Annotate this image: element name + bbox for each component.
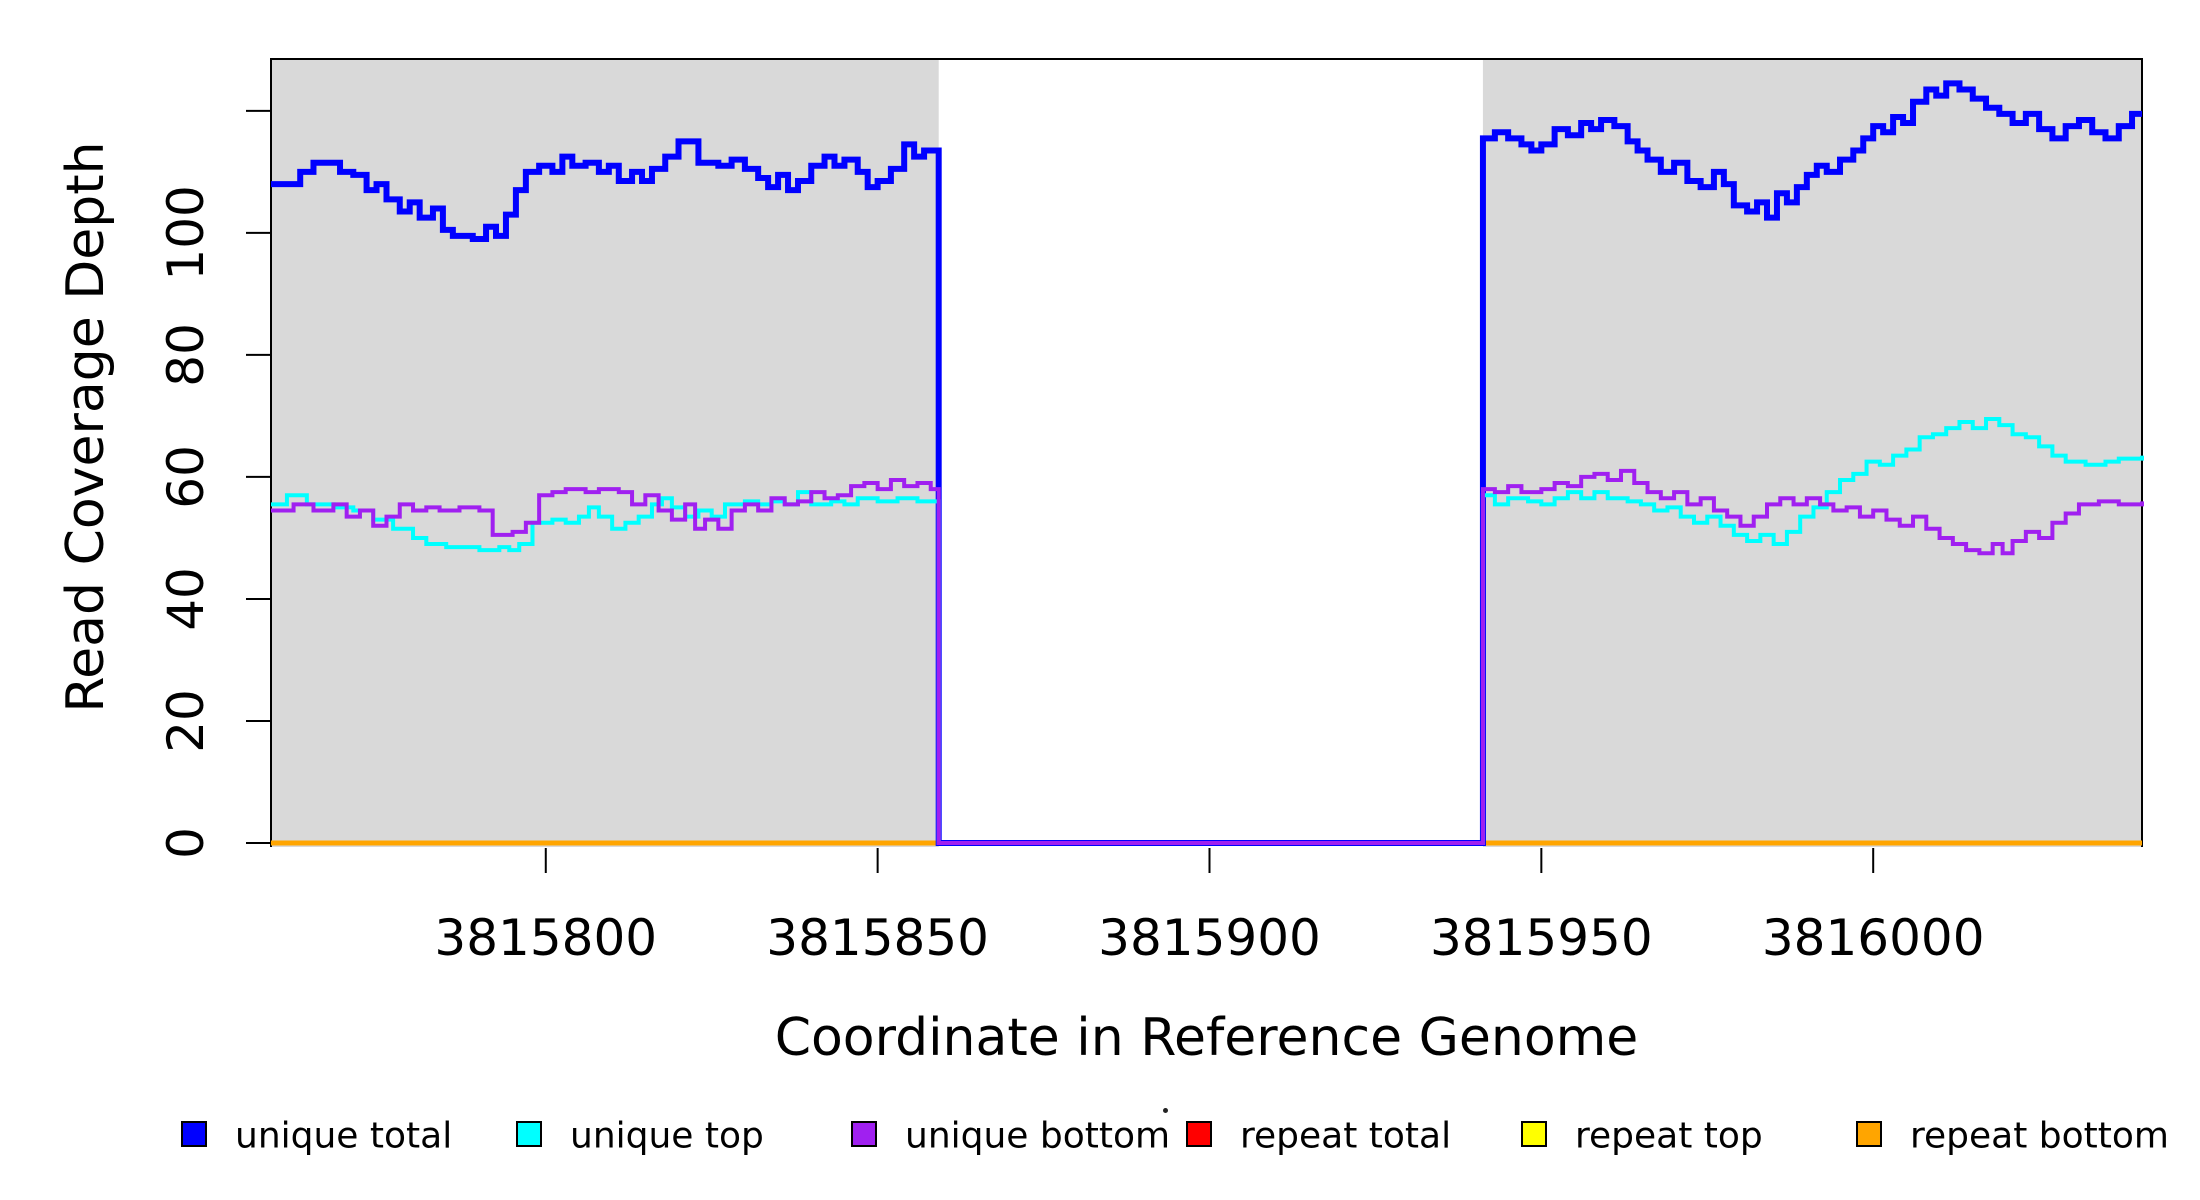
series-unique-top: [271, 416, 2144, 845]
stray-dot-artifact: [1163, 1108, 1168, 1113]
legend-swatch: [181, 1121, 207, 1147]
series-unique-bottom: [271, 468, 2144, 845]
legend-item-unique-bottom: unique bottom: [851, 1116, 1170, 1157]
legend-label: repeat total: [1240, 1116, 1451, 1157]
x-tick-label: 3815900: [1098, 909, 1321, 967]
covered-region-left: [271, 59, 939, 847]
plot-border: [270, 58, 2143, 847]
y-tick-label: 20: [157, 689, 215, 753]
y-tick-label: 60: [157, 445, 215, 509]
legend-label: repeat top: [1575, 1116, 1763, 1157]
x-axis-title: Coordinate in Reference Genome: [774, 1008, 1639, 1068]
covered-region-right: [1482, 59, 2142, 847]
legend-item-repeat-bottom: repeat bottom: [1856, 1116, 2169, 1157]
legend-swatch: [1521, 1121, 1547, 1147]
x-tick-label: 3815800: [434, 909, 657, 967]
legend-item-unique-total: unique total: [181, 1116, 452, 1157]
y-tick-label: 100: [157, 185, 215, 280]
legend-label: unique total: [235, 1116, 452, 1157]
y-tick-label: 0: [157, 827, 215, 859]
legend-swatch: [516, 1121, 542, 1147]
x-tick-label: 3815850: [766, 909, 989, 967]
y-tick-label: 40: [157, 567, 215, 631]
legend-swatch: [1856, 1121, 1882, 1147]
legend-swatch: [1186, 1121, 1212, 1147]
y-tick-label: 80: [157, 323, 215, 387]
legend-item-repeat-top: repeat top: [1521, 1116, 1763, 1157]
legend-item-unique-top: unique top: [516, 1116, 764, 1157]
x-tick-label: 3816000: [1762, 909, 1985, 967]
x-tick-label: 3815950: [1430, 909, 1653, 967]
legend-label: unique bottom: [905, 1116, 1170, 1157]
legend-swatch: [851, 1121, 877, 1147]
legend-label: unique top: [570, 1116, 764, 1157]
legend-item-repeat-total: repeat total: [1186, 1116, 1451, 1157]
series-unique-total: [271, 80, 2142, 846]
legend-label: repeat bottom: [1910, 1116, 2169, 1157]
y-axis-title: Read Coverage Depth: [56, 141, 116, 713]
